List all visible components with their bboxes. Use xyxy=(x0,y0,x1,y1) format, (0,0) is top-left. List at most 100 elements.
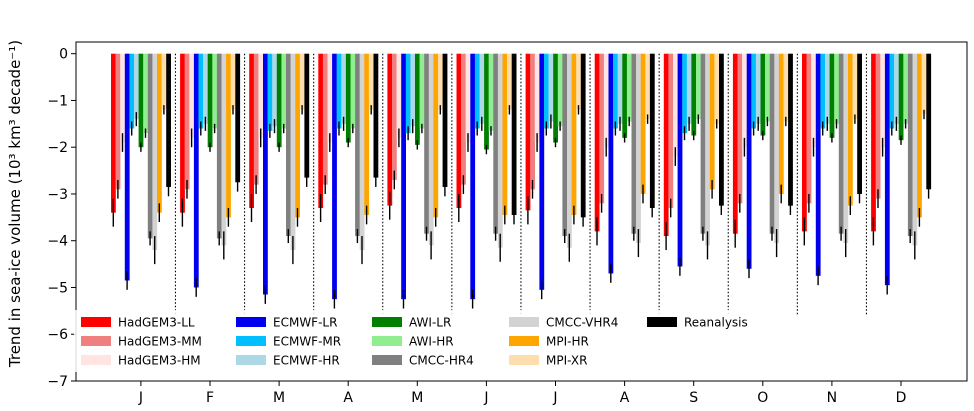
bar-reanalysis-3 xyxy=(304,53,310,178)
bar-hadgem3-ll-3 xyxy=(249,53,254,208)
bar-cmcc-hr4-3 xyxy=(286,53,291,237)
bar-ecmwf-lr-8 xyxy=(608,53,614,274)
bar-hadgem3-mm-6 xyxy=(461,53,466,185)
legend-label: ECMWF-LR xyxy=(273,316,337,330)
bar-hadgem3-hm-12 xyxy=(880,53,886,148)
x-tick-label: J xyxy=(483,390,488,406)
legend-swatch xyxy=(372,355,402,365)
y-tick-label: −1 xyxy=(47,93,68,109)
y-tick-label: −6 xyxy=(47,327,68,343)
bar-hadgem3-hm-4 xyxy=(327,53,333,143)
bar-ecmwf-lr-10 xyxy=(746,53,752,269)
bar-cmcc-hr4-8 xyxy=(631,53,637,234)
bar-ecmwf-lr-11 xyxy=(815,53,821,276)
bar-reanalysis-9 xyxy=(719,53,724,206)
bar-cmcc-hr4-12 xyxy=(907,53,913,237)
bar-ecmwf-hr-9 xyxy=(686,53,692,124)
legend-label: AWI-HR xyxy=(409,335,454,349)
bar-ecmwf-hr-3 xyxy=(272,53,277,127)
bar-hadgem3-mm-8 xyxy=(599,53,605,204)
bar-hadgem3-mm-5 xyxy=(392,53,397,180)
bar-cmcc-vhr4-12 xyxy=(912,53,918,246)
bar-ecmwf-mr-6 xyxy=(474,53,480,129)
y-tick-label: 0 xyxy=(59,47,68,63)
bar-cmcc-vhr4-9 xyxy=(705,53,710,246)
legend-label: HadGEM3-LL xyxy=(118,316,195,330)
bar-hadgem3-ll-9 xyxy=(663,53,669,237)
bar-cmcc-vhr4-5 xyxy=(428,53,434,246)
x-tick-label: A xyxy=(343,390,353,406)
bar-reanalysis-1 xyxy=(166,53,171,187)
legend-swatch xyxy=(372,317,402,327)
bar-hadgem3-mm-11 xyxy=(806,53,812,204)
bar-mpi-xr-6 xyxy=(507,53,512,110)
bar-ecmwf-mr-7 xyxy=(544,53,549,129)
bar-ecmwf-hr-6 xyxy=(479,53,485,124)
bar-ecmwf-mr-8 xyxy=(613,53,618,129)
bar-cmcc-hr4-4 xyxy=(355,53,360,237)
plot-frame xyxy=(75,41,968,382)
legend-swatch xyxy=(236,336,266,346)
bar-awi-lr-12 xyxy=(898,53,904,141)
x-tick-label: N xyxy=(827,390,837,406)
bar-hadgem3-mm-4 xyxy=(322,53,328,185)
bar-hadgem3-mm-2 xyxy=(184,53,190,190)
legend-swatch xyxy=(81,317,111,327)
bar-reanalysis-12 xyxy=(926,53,932,190)
x-tick-label: O xyxy=(757,390,768,406)
bar-mpi-hr-7 xyxy=(571,53,577,216)
bar-ecmwf-lr-9 xyxy=(677,53,683,267)
bar-awi-lr-8 xyxy=(622,53,628,138)
legend-swatch xyxy=(647,317,677,327)
bar-awi-lr-1 xyxy=(138,53,144,148)
legend-swatch xyxy=(81,355,111,365)
bar-mpi-hr-2 xyxy=(226,53,231,218)
legend-label: AWI-LR xyxy=(409,316,451,330)
month-separators xyxy=(174,53,868,316)
bar-cmcc-hr4-5 xyxy=(424,53,429,234)
bar-awi-lr-3 xyxy=(276,53,282,148)
legend-label: MPI-XR xyxy=(546,354,587,368)
bar-cmcc-vhr4-8 xyxy=(636,53,641,244)
bar-reanalysis-11 xyxy=(857,53,862,194)
legend-label: HadGEM3-HM xyxy=(118,354,201,368)
bar-ecmwf-lr-4 xyxy=(332,53,337,300)
bar-cmcc-vhr4-10 xyxy=(774,53,780,244)
bar-hadgem3-ll-8 xyxy=(594,53,600,232)
legend-swatch xyxy=(81,336,111,346)
bar-awi-hr-11 xyxy=(834,53,839,124)
bar-mpi-xr-7 xyxy=(576,53,581,110)
x-tick-label: A xyxy=(620,390,630,406)
bar-reanalysis-5 xyxy=(442,53,448,187)
bar-hadgem3-ll-2 xyxy=(180,53,185,213)
y-axis-label: Trend in sea-ice volume (10³ km³ decade⁻… xyxy=(6,40,24,368)
bar-ecmwf-lr-2 xyxy=(193,53,199,288)
bar-hadgem3-hm-11 xyxy=(811,53,816,148)
x-tick-label: S xyxy=(689,390,698,406)
bar-mpi-xr-3 xyxy=(299,53,305,110)
bar-mpi-hr-4 xyxy=(364,53,370,216)
bar-hadgem3-hm-6 xyxy=(465,53,471,143)
bar-hadgem3-ll-12 xyxy=(871,53,876,232)
bar-ecmwf-hr-2 xyxy=(203,53,208,124)
bar-awi-lr-2 xyxy=(207,53,213,148)
bar-mpi-xr-5 xyxy=(438,53,443,110)
bar-awi-hr-1 xyxy=(143,53,148,134)
bar-ecmwf-lr-12 xyxy=(884,53,890,286)
bar-awi-hr-10 xyxy=(765,53,770,122)
bar-mpi-xr-4 xyxy=(368,53,374,110)
bar-ecmwf-lr-6 xyxy=(470,53,476,300)
bar-hadgem3-hm-3 xyxy=(258,53,264,138)
legend-swatch xyxy=(509,336,539,346)
bar-mpi-xr-8 xyxy=(645,53,651,120)
legend-swatch xyxy=(372,336,402,346)
bar-cmcc-vhr4-3 xyxy=(290,53,296,251)
bar-hadgem3-mm-12 xyxy=(875,53,881,199)
y-tick-label: −3 xyxy=(47,187,68,203)
legend-label: MPI-HR xyxy=(546,335,589,349)
x-tick-label: J xyxy=(552,390,557,406)
bar-reanalysis-4 xyxy=(373,53,379,178)
bar-awi-lr-7 xyxy=(553,53,558,143)
bar-ecmwf-hr-12 xyxy=(894,53,899,124)
